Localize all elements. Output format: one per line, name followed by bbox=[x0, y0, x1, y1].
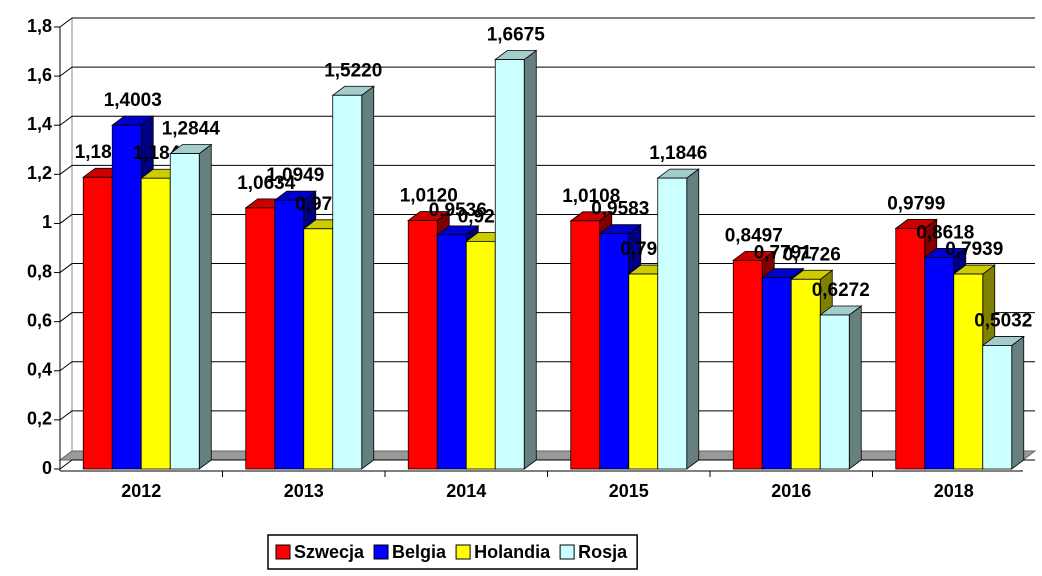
bar bbox=[273, 190, 317, 470]
y-tick-label: 1,2 bbox=[27, 163, 52, 183]
bar bbox=[819, 305, 863, 470]
grid-line bbox=[59, 312, 1035, 323]
value-label: 0,9536 bbox=[429, 200, 487, 221]
bar bbox=[169, 153, 200, 470]
bar bbox=[245, 207, 276, 470]
y-tick-label: 0,6 bbox=[27, 310, 52, 330]
y-tick-label: 1 bbox=[42, 212, 52, 232]
bar bbox=[140, 177, 171, 470]
bar bbox=[790, 278, 821, 470]
bar bbox=[982, 345, 1013, 470]
legend-label: Rosja bbox=[578, 542, 628, 562]
value-label: 1,4003 bbox=[104, 90, 162, 111]
y-tick-label: 1,6 bbox=[27, 65, 52, 85]
bar bbox=[407, 220, 438, 470]
bar bbox=[169, 143, 213, 470]
bar-side bbox=[361, 85, 375, 470]
bar bbox=[657, 177, 688, 470]
bar-side bbox=[1011, 335, 1025, 470]
grid-line bbox=[59, 164, 1035, 175]
legend-swatch bbox=[275, 544, 291, 560]
value-label: 1,0634 bbox=[237, 173, 296, 194]
grid-line bbox=[59, 361, 1035, 372]
bar bbox=[465, 240, 496, 470]
bar bbox=[628, 273, 659, 470]
bar bbox=[924, 256, 955, 470]
bar bbox=[732, 259, 763, 470]
legend-swatch bbox=[373, 544, 389, 560]
bar bbox=[331, 85, 375, 470]
value-label: 0,9799 bbox=[887, 193, 945, 214]
bar bbox=[599, 233, 630, 470]
value-label: 1,6675 bbox=[487, 25, 546, 46]
y-tick-label: 0,2 bbox=[27, 409, 52, 429]
bar-side bbox=[523, 49, 537, 470]
bar bbox=[953, 273, 984, 470]
grid-line bbox=[59, 459, 1035, 470]
value-label: 1,0108 bbox=[562, 186, 620, 207]
legend-swatch bbox=[455, 544, 471, 560]
bar bbox=[111, 124, 142, 470]
y-tick-label: 0 bbox=[42, 458, 52, 478]
bar bbox=[436, 234, 467, 470]
x-tick-label: 2016 bbox=[771, 481, 811, 501]
grid-line bbox=[59, 115, 1035, 126]
bar bbox=[274, 199, 305, 470]
value-label: 1,1846 bbox=[649, 143, 707, 164]
value-label: 0,8618 bbox=[916, 222, 974, 243]
bar bbox=[895, 227, 926, 470]
bar bbox=[82, 176, 113, 470]
value-label: 0,7939 bbox=[945, 239, 1003, 260]
bar bbox=[494, 49, 538, 470]
grid-line bbox=[59, 213, 1035, 224]
value-label: 1,5220 bbox=[324, 60, 382, 81]
bar bbox=[332, 94, 363, 470]
legend-label: Belgia bbox=[392, 542, 447, 562]
bar-side bbox=[686, 168, 700, 470]
y-tick-label: 1,8 bbox=[27, 16, 52, 36]
legend-box bbox=[267, 534, 638, 570]
legend-label: Szwecja bbox=[294, 542, 365, 562]
value-label: 0,6272 bbox=[812, 280, 870, 301]
value-label: 1,0949 bbox=[266, 165, 324, 186]
y-tick-label: 1,4 bbox=[27, 114, 52, 134]
grid-line bbox=[59, 263, 1035, 273]
grid-line bbox=[59, 410, 1035, 421]
bar bbox=[494, 59, 525, 470]
y-tick-label: 0,8 bbox=[27, 261, 52, 281]
value-label: 1,0120 bbox=[400, 186, 458, 207]
x-tick-label: 2013 bbox=[284, 481, 324, 501]
legend-label: Holandia bbox=[474, 542, 551, 562]
bar bbox=[570, 220, 601, 470]
x-tick-label: 2018 bbox=[934, 481, 974, 501]
value-label: 0,9583 bbox=[591, 199, 649, 220]
value-label: 0,8497 bbox=[725, 225, 783, 246]
bar bbox=[819, 314, 850, 470]
value-label: 0,5032 bbox=[974, 310, 1032, 331]
bar-side bbox=[198, 143, 212, 470]
legend-swatch bbox=[559, 544, 575, 560]
bar-side bbox=[848, 305, 862, 470]
bar bbox=[303, 228, 334, 470]
value-label: 1,2844 bbox=[162, 119, 221, 140]
grid-line bbox=[59, 66, 1035, 77]
bar bbox=[981, 335, 1025, 470]
x-tick-label: 2015 bbox=[609, 481, 649, 501]
y-tick-label: 0,4 bbox=[27, 360, 52, 380]
value-label: 0,7726 bbox=[783, 244, 841, 265]
bar bbox=[656, 168, 700, 470]
grid-line bbox=[59, 17, 1035, 28]
x-tick-label: 2014 bbox=[446, 481, 486, 501]
bar bbox=[761, 277, 792, 470]
value-label: 0,7791 bbox=[754, 243, 813, 264]
x-tick-label: 2012 bbox=[121, 481, 161, 501]
